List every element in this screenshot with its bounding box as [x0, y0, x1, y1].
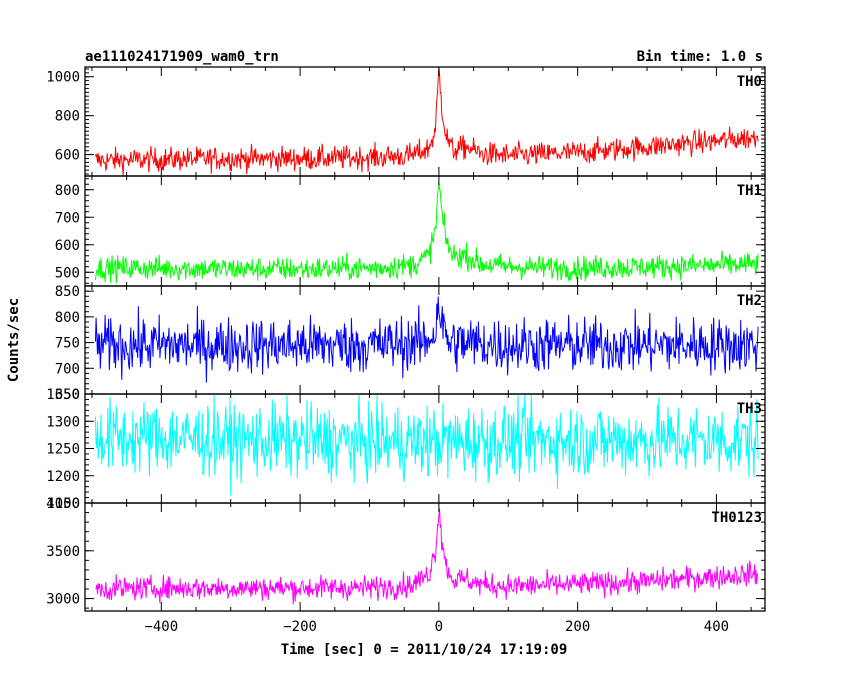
y-tick-label: 650	[55, 387, 80, 403]
y-tick-label: 700	[55, 210, 80, 226]
panel-label-th3: TH3	[737, 401, 762, 417]
plot-area: TH0 600 800 1000 TH1 500 600 700 800 TH2 650 700 750…	[46, 66, 766, 635]
panel-frame-th0123	[84, 502, 766, 612]
y-tick-label: 750	[55, 336, 80, 352]
y-tick-label: 800	[55, 109, 80, 125]
x-axis-label: Time [sec] 0 = 2011/10/24 17:19:09	[281, 642, 568, 658]
series-line-th2	[94, 296, 759, 383]
y-tick-label: 850	[55, 284, 80, 300]
chart-title-right: Bin time: 1.0 s	[637, 49, 763, 65]
x-tick-label: 400	[704, 619, 729, 635]
series-line-th0	[94, 66, 759, 176]
y-tick-label: 4000	[46, 496, 80, 512]
panel-label-th1: TH1	[737, 183, 762, 199]
y-tick-label: 500	[55, 265, 80, 281]
y-tick-label: 600	[55, 148, 80, 164]
y-tick-label: 1150	[46, 496, 80, 512]
y-tick-label: 1300	[46, 414, 80, 430]
panel-label-th0123: TH0123	[711, 510, 762, 526]
y-tick-label: 1250	[46, 442, 80, 458]
y-tick-label: 3000	[46, 592, 80, 608]
panel-label-th2: TH2	[737, 293, 762, 309]
y-tick-label: 600	[55, 238, 80, 254]
y-tick-label: 1200	[46, 469, 80, 485]
y-tick-label: 1000	[46, 70, 80, 86]
series-line-th0123	[95, 508, 759, 605]
x-tick-label: 200	[565, 619, 590, 635]
x-tick-label: 0	[435, 619, 443, 635]
y-tick-label: 3500	[46, 544, 80, 560]
panel-label-th0: TH0	[737, 74, 762, 90]
x-tick-label: −400	[144, 619, 178, 635]
y-tick-label: 800	[55, 183, 80, 199]
series-line-th3	[94, 393, 759, 496]
y-tick-label: 700	[55, 361, 80, 377]
y-tick-label: 800	[55, 310, 80, 326]
chart-title-left: ae111024171909_wam0_trn	[85, 49, 279, 65]
series-line-th1	[94, 182, 759, 284]
x-tick-label: −200	[283, 619, 317, 635]
y-tick-label: 1350	[46, 387, 80, 403]
y-axis-label: Counts/sec	[6, 298, 22, 382]
